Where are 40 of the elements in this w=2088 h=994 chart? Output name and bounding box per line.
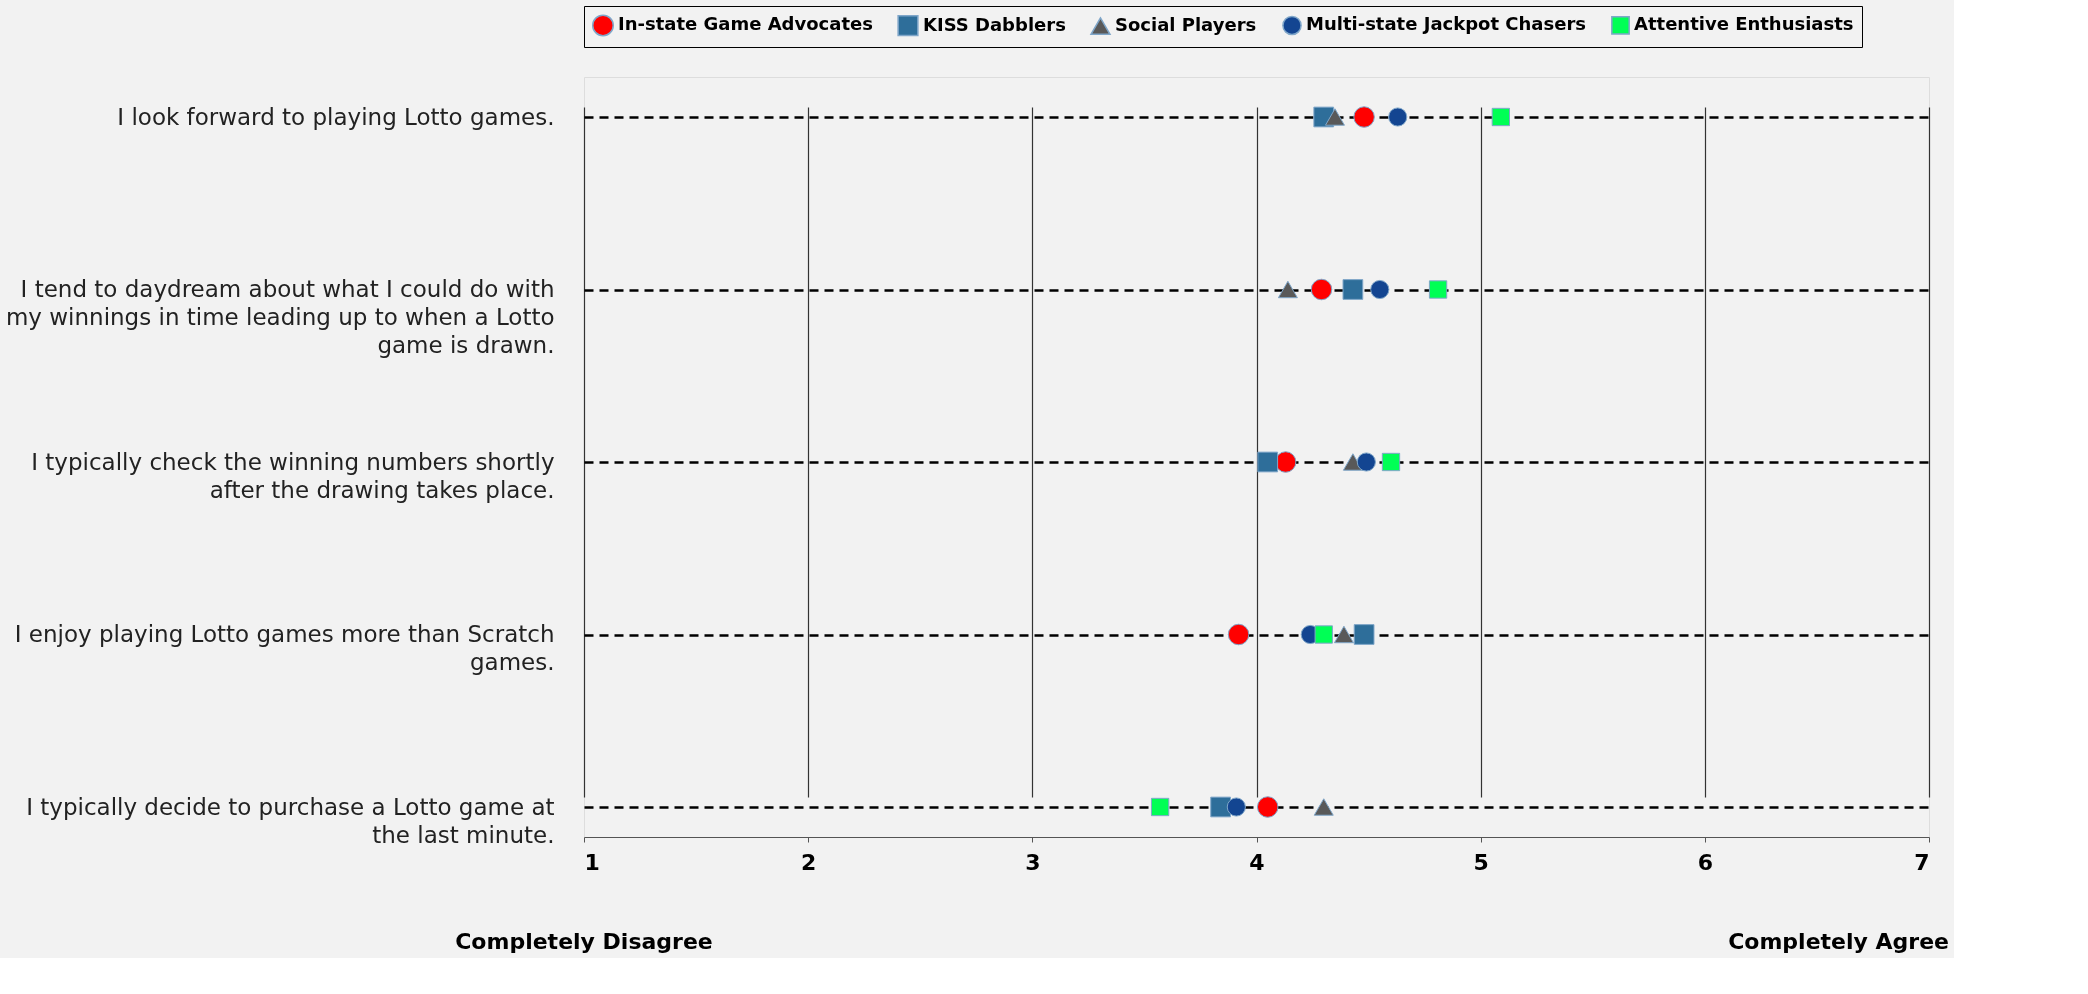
x-tick-label: 5	[1473, 849, 1489, 875]
point	[1313, 798, 1334, 816]
point	[1333, 625, 1354, 644]
x-tick-label: 6	[1697, 849, 1713, 875]
x-tick-label: 1	[584, 849, 600, 875]
legend-label: In-state Game Advocates	[618, 13, 873, 35]
point	[1353, 106, 1375, 128]
x-tick-label: 4	[1249, 849, 1265, 875]
y-tick-label: I tend to daydream about what I could do with my winnings in time leading up to when a Lotto game is drawn.	[5, 276, 555, 358]
point	[1256, 796, 1279, 818]
x-tick-label: 2	[801, 849, 817, 875]
point	[1353, 624, 1375, 645]
text: Completely Agree	[1728, 929, 1949, 954]
point	[1226, 797, 1246, 817]
point	[1314, 625, 1333, 644]
legend-label: Multi-state Jackpot Chasers	[1306, 13, 1586, 35]
y-tick-label: I typically check the winning numbers shortly after the drawing takes place.	[31, 448, 555, 503]
point	[1388, 107, 1408, 127]
point	[1428, 280, 1448, 299]
y-tick-label: I typically decide to purchase a Lotto game at the last minute.	[26, 793, 555, 848]
x-tick-label: 3	[1025, 849, 1041, 875]
point	[1356, 452, 1376, 472]
point	[1370, 279, 1390, 300]
legend-label: KISS Dabblers	[923, 13, 1066, 35]
text: Completely Disagree	[455, 929, 713, 954]
x-tick-label: 7	[1914, 849, 1930, 875]
point	[1310, 278, 1333, 301]
point	[1491, 107, 1510, 127]
legend-label: Social Players	[1115, 14, 1257, 36]
point	[1381, 452, 1401, 472]
y-tick-label: I look forward to playing Lotto games.	[117, 103, 555, 130]
point	[1324, 108, 1345, 126]
point	[1277, 280, 1298, 299]
legend-label: Attentive Enthusiasts	[1634, 13, 1854, 35]
point	[1150, 797, 1170, 817]
y-tick-label: I enjoy playing Lotto games more than Scratch games.	[14, 621, 555, 675]
point	[1342, 453, 1363, 471]
point	[1257, 451, 1279, 473]
point	[1227, 623, 1250, 646]
point	[1342, 279, 1364, 300]
